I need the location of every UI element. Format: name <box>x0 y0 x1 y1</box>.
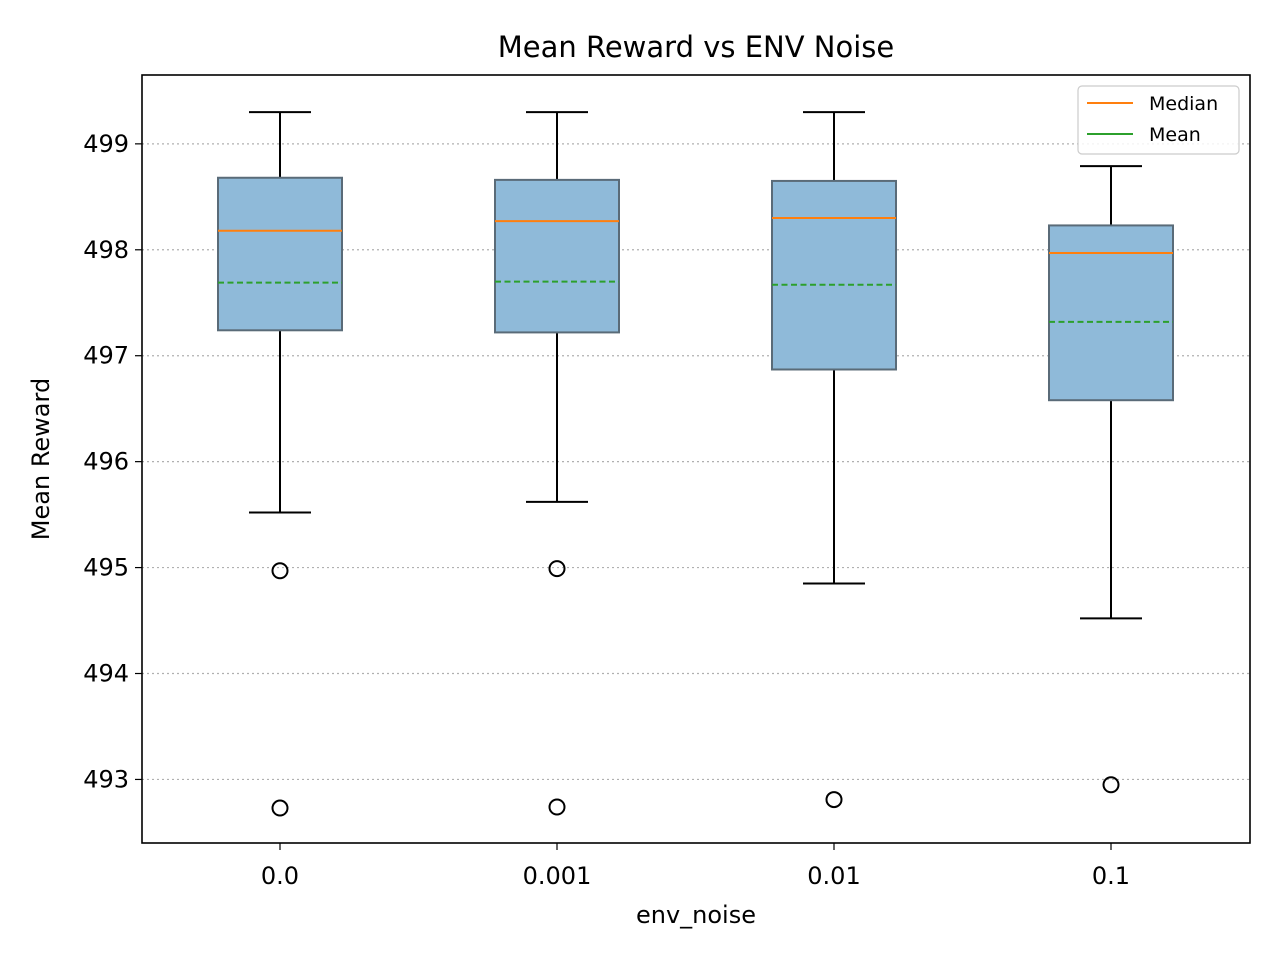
y-tick-label: 499 <box>83 130 129 158</box>
x-tick-label: 0.001 <box>523 862 592 890</box>
y-tick-label: 495 <box>83 554 129 582</box>
x-tick-label: 0.0 <box>261 862 299 890</box>
box <box>217 176 343 332</box>
box <box>494 178 620 334</box>
box <box>771 179 897 371</box>
y-axis: 493 494 495 496 497 498 499 <box>83 130 142 793</box>
boxes <box>217 111 1174 817</box>
legend-median-label: Median <box>1149 93 1218 115</box>
y-tick-label: 496 <box>83 448 129 476</box>
y-axis-label: Mean Reward <box>27 378 55 540</box>
outlier <box>271 799 289 817</box>
x-tick-label: 0.01 <box>807 862 860 890</box>
plot-frame <box>141 74 1251 844</box>
box-group <box>494 111 620 816</box>
x-tick-label: 0.1 <box>1092 862 1130 890</box>
y-tick-label: 498 <box>83 236 129 264</box>
x-axis: 0.0 0.001 0.01 0.1 <box>261 843 1130 890</box>
box <box>1048 224 1174 402</box>
y-tick-label: 497 <box>83 342 129 370</box>
outlier <box>548 560 566 578</box>
legend-mean-label: Mean <box>1149 124 1201 146</box>
y-tick-label: 494 <box>83 660 129 688</box>
box-group <box>771 111 897 809</box>
y-tick-label: 493 <box>83 765 129 793</box>
outlier <box>825 791 843 809</box>
legend: Median Mean <box>1077 85 1240 155</box>
chart-title: Mean Reward vs ENV Noise <box>498 30 894 64</box>
outlier <box>271 562 289 580</box>
box-group <box>1048 165 1174 794</box>
outlier <box>1102 776 1120 794</box>
outlier <box>548 798 566 816</box>
x-axis-label: env_noise <box>636 901 756 929</box>
box-group <box>217 111 343 817</box>
